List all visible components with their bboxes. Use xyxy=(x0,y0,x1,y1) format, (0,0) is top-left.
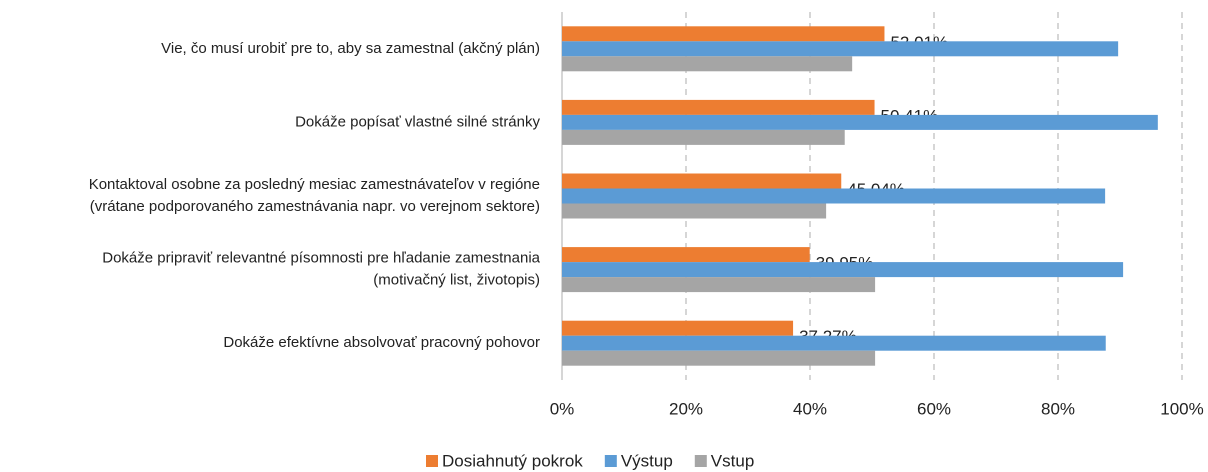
x-tick-label: 20% xyxy=(669,399,703,418)
y-tick-label: Vie, čo musí urobiť pre to, aby sa zames… xyxy=(161,40,540,57)
y-tick-label: Dokáže efektívne absolvovať pracovný poh… xyxy=(223,334,540,351)
legend-label: Výstup xyxy=(621,451,673,470)
bar xyxy=(562,277,876,293)
y-tick-label: Dokáže popísať vlastné silné stránky xyxy=(295,113,540,130)
bar xyxy=(562,129,845,145)
bar xyxy=(562,26,885,42)
x-tick-label: 100% xyxy=(1160,399,1203,418)
bar xyxy=(562,99,875,115)
bar xyxy=(562,262,1124,278)
x-tick-label: 40% xyxy=(793,399,827,418)
bar xyxy=(562,350,876,366)
y-tick-label: Kontaktoval osobne za posledný mesiac za… xyxy=(89,176,540,193)
bar xyxy=(562,203,827,219)
y-tick-label: (vrátane podporovaného zamestnávania nap… xyxy=(90,198,540,215)
x-tick-label: 60% xyxy=(917,399,951,418)
y-tick-label: (motivačný list, životopis) xyxy=(373,272,540,289)
bar xyxy=(562,188,1106,204)
bar xyxy=(562,41,1119,57)
bar xyxy=(562,320,794,336)
legend-swatch xyxy=(694,455,707,467)
bar xyxy=(562,335,1106,351)
bar xyxy=(562,173,842,189)
x-tick-label: 80% xyxy=(1041,399,1075,418)
x-tick-label: 0% xyxy=(550,399,575,418)
bar xyxy=(562,56,853,72)
legend-swatch xyxy=(604,455,617,467)
bar xyxy=(562,247,810,263)
bar xyxy=(562,114,1158,130)
legend-label: Dosiahnutý pokrok xyxy=(442,451,583,470)
legend-swatch xyxy=(426,455,438,467)
legend-label: Vstup xyxy=(711,451,754,470)
y-tick-label: Dokáže pripraviť relevantné písomnosti p… xyxy=(102,250,540,267)
